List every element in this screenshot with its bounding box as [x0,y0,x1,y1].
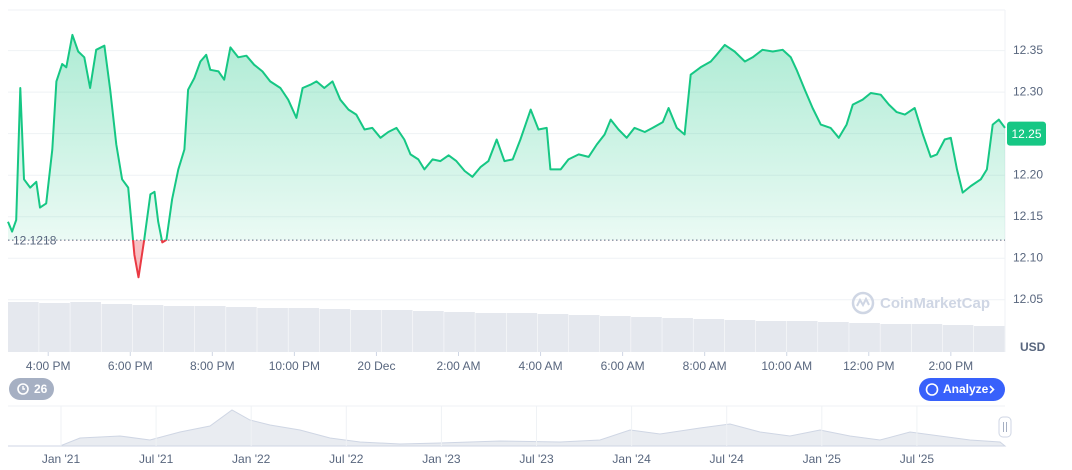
volume-bar [942,325,974,352]
volume-bar [786,321,818,352]
x-tick-label: 10:00 PM [269,359,320,373]
volume-bar [537,314,569,352]
x-tick-label: 8:00 PM [190,359,235,373]
volume-bar [818,322,849,352]
navigator-label: Jan '25 [803,452,842,466]
plot: 12.1218 [7,33,1006,279]
watermark-text: CoinMarketCap [880,295,990,312]
x-tick-label: 20 Dec [357,359,395,373]
button-icon [925,383,939,396]
badge-text: 26 [34,382,48,396]
y-tick-label: 12.10 [1013,250,1043,264]
y-tick-label: 12.30 [1013,84,1043,98]
navigator-label: Jul '21 [139,452,174,466]
volume-bar [880,324,912,352]
volume-bar [413,311,444,352]
navigator-label: Jul '23 [519,452,554,466]
currency-label: USD [1020,340,1046,354]
navigator-handle[interactable] [998,416,1012,438]
button-text[interactable]: Analyze [943,382,989,396]
x-tick-label: 8:00 AM [683,359,727,373]
navigator-label: Jul '22 [329,452,364,466]
volume-bar [911,324,943,352]
navigator: Jan '21 Jul '21 Jan '22 Jul '22 Jan '23 Jul '… [8,405,1012,466]
x-tick-label: 4:00 AM [519,359,563,373]
y-tick-label: 12.15 [1013,209,1043,223]
volume-bar [444,312,475,352]
area-up [8,34,1005,241]
watermark: CoinMarketCap [851,291,990,315]
volume-bar [568,315,600,352]
volume-bar [194,306,226,352]
volume-bar [319,309,351,352]
y-tick-label: 12.20 [1013,167,1043,181]
volume-bar [599,316,631,352]
volume-bar [226,307,257,352]
price-tag: 12.25 [1011,127,1041,141]
volume-bar [475,313,506,352]
history-badge[interactable]: 26 [9,378,54,400]
volume-bar [631,317,662,352]
navigator-label: Jan '22 [232,452,271,466]
x-tick-label: 2:00 AM [436,359,480,373]
x-tick-label: 2:00 PM [928,359,973,373]
navigator-area [8,409,1007,447]
x-tick-label: 6:00 AM [601,359,645,373]
navigator-label: Jan '24 [612,452,651,466]
price-line [7,33,1006,241]
analyze-button[interactable]: Analyze [919,378,1005,401]
y-tick-label: 12.35 [1013,43,1043,57]
x-tick-label: 10:00 AM [761,359,812,373]
badge-icon [17,383,29,395]
navigator-label: Jan '21 [42,452,81,466]
watermark-logo [856,296,870,308]
volume-bar [101,304,133,352]
volume-bar [724,320,756,352]
badge-bg[interactable] [9,378,54,400]
price-line-below [132,240,168,279]
volume [8,302,1005,352]
volume-bar [693,319,725,352]
volume-bar [132,305,164,352]
volume-bar [755,321,787,352]
volume-bar [849,323,880,352]
navigator-label: Jul '24 [710,452,745,466]
volume-bar [350,310,382,352]
volume-bar [8,302,39,352]
volume-bar [163,306,195,352]
x-tick-label: 6:00 PM [108,359,153,373]
volume-bar [381,310,413,352]
navigator-label: Jan '23 [422,452,461,466]
volume-bar [973,326,1005,352]
button-chevron [989,385,995,394]
volume-bar [39,303,70,352]
y-tick-label: 12.05 [1013,292,1043,306]
x-tick-label: 4:00 PM [26,359,71,373]
x-tick-label: 12:00 PM [843,359,894,373]
watermark-logo [851,291,875,315]
navigator-label: Jul '25 [900,452,935,466]
volume-bar [70,302,101,352]
price-tag-bg [1007,121,1046,146]
volume-bar [662,318,693,352]
baseline-label: 12.1218 [13,233,57,247]
volume-bar [257,308,288,352]
badge-icon [22,386,25,390]
volume-bar [506,313,538,352]
volume-bar [288,308,320,352]
button-bg[interactable] [919,378,1005,401]
